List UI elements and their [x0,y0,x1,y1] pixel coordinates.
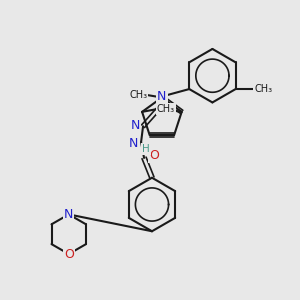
Text: CH₃: CH₃ [157,104,175,114]
Text: N: N [128,136,138,150]
Text: CH₃: CH₃ [254,84,272,94]
Text: H: H [142,144,150,154]
Text: N: N [130,119,140,132]
Text: N: N [157,90,167,103]
Text: N: N [64,208,74,221]
Text: CH₃: CH₃ [129,89,147,100]
Text: H: H [167,106,175,116]
Text: O: O [149,149,159,162]
Text: O: O [64,248,74,260]
